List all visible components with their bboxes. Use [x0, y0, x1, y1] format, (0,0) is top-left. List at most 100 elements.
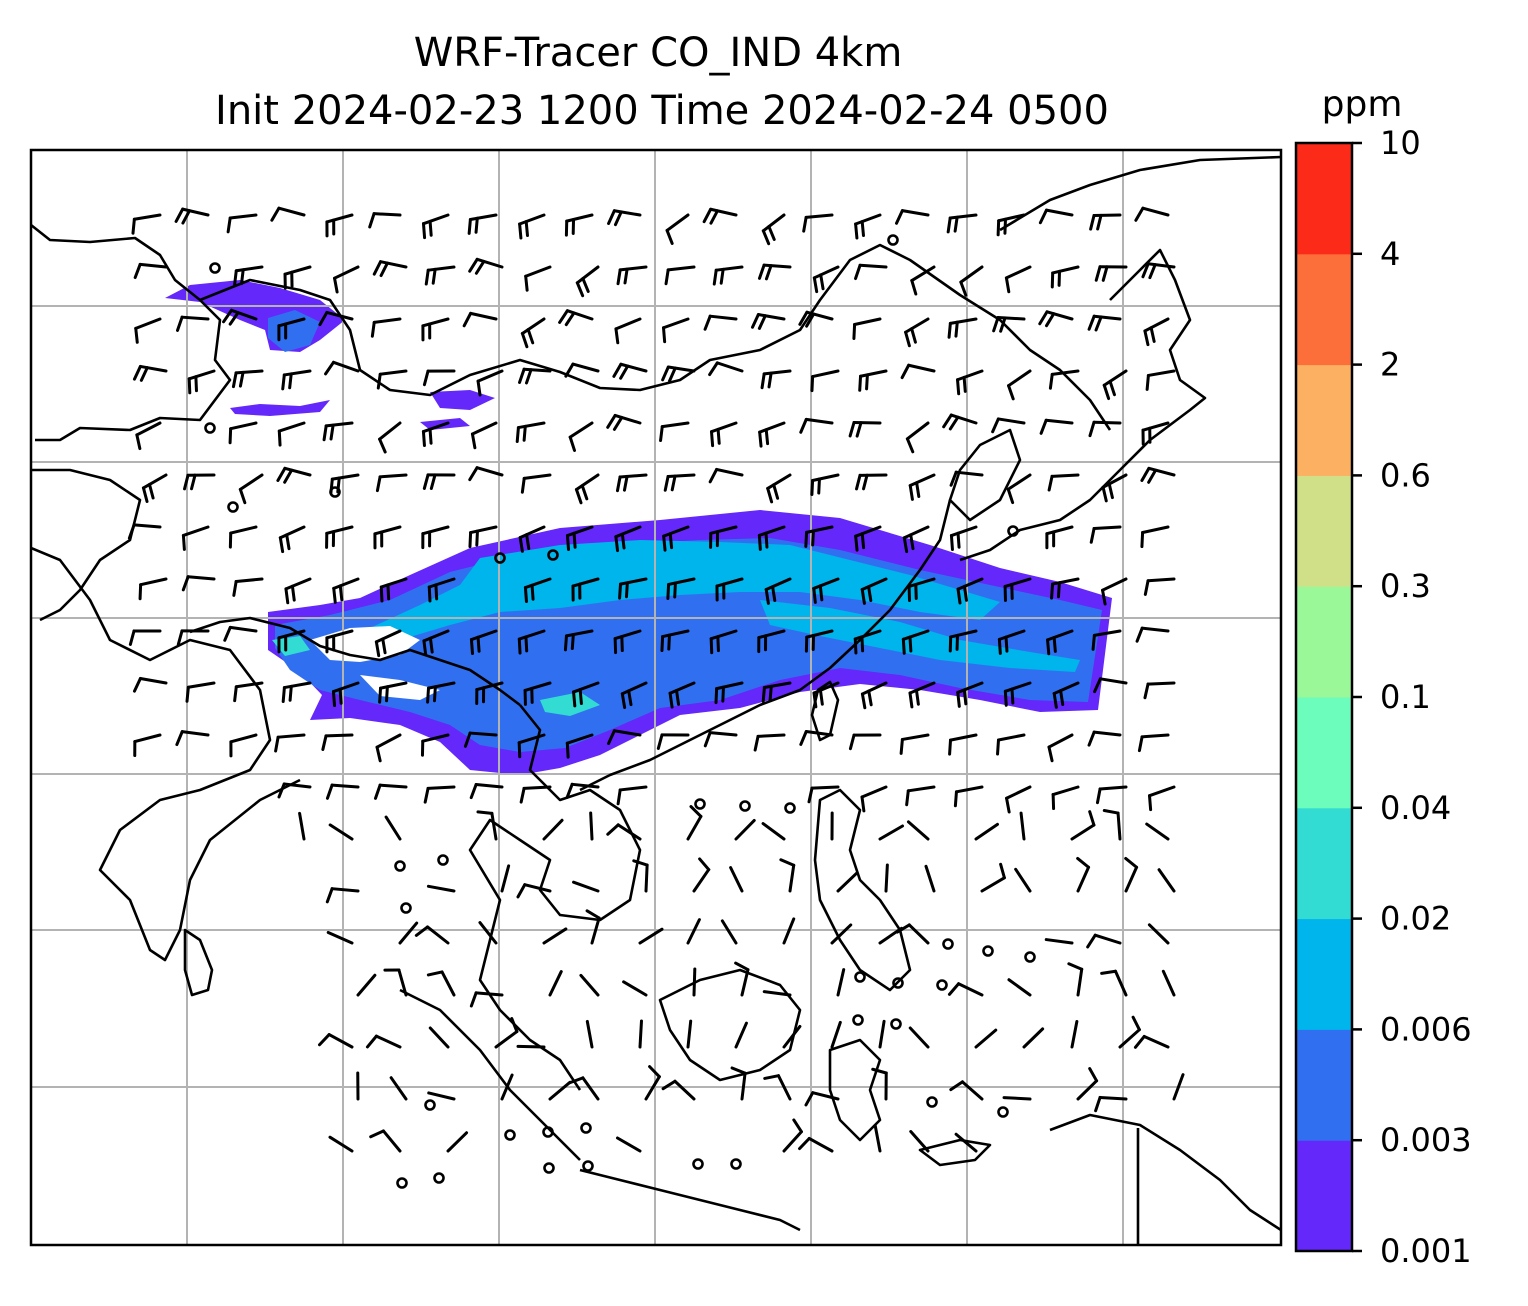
wind-barb	[1019, 811, 1026, 841]
wind-barb	[860, 577, 888, 605]
wind-barb	[1135, 626, 1170, 643]
wind-barb	[708, 467, 744, 484]
colorbar-tick-label: 0.1	[1380, 678, 1431, 716]
wind-barb	[515, 421, 546, 444]
wind-barb	[884, 863, 889, 893]
wind-barb	[585, 1019, 594, 1049]
calm-wind-marker	[542, 1126, 554, 1138]
wind-barb	[1124, 856, 1139, 893]
calm-wind-marker	[400, 902, 412, 914]
coast-pakistan	[31, 468, 142, 622]
wind-barb	[421, 317, 450, 342]
wind-barb	[852, 317, 882, 340]
wind-barb	[1118, 1015, 1141, 1049]
wind-barb	[233, 265, 264, 287]
wind-barb	[836, 871, 859, 893]
wind-barb	[176, 629, 210, 646]
wind-barb	[132, 364, 168, 382]
wind-barb	[760, 369, 792, 390]
wind-barb	[1102, 369, 1128, 401]
wind-barb	[766, 473, 792, 504]
wind-barb	[761, 681, 792, 703]
wind-barb	[1076, 1067, 1099, 1101]
coast-northwest	[31, 223, 232, 442]
wind-barb	[524, 265, 552, 292]
wind-barb	[328, 1135, 354, 1153]
wind-barb	[281, 681, 312, 703]
plume-band-0.001-wisps	[230, 390, 495, 430]
wind-barb	[378, 681, 408, 704]
wind-barb	[757, 263, 792, 281]
wind-barb	[906, 820, 930, 841]
wind-barb	[907, 577, 936, 602]
coast-java	[579, 1168, 801, 1232]
wind-barb	[854, 213, 882, 240]
coast-himalaya-border	[189, 616, 521, 707]
wind-barb	[996, 213, 1026, 237]
wind-barb	[949, 470, 984, 487]
wind-barb	[709, 421, 738, 448]
wind-barb	[500, 1073, 514, 1101]
wind-barb	[468, 466, 504, 482]
wind-barb	[422, 369, 456, 387]
wind-barb	[1095, 785, 1128, 805]
calm-wind-marker	[892, 977, 904, 989]
wind-barb	[1051, 785, 1080, 811]
wind-barb	[131, 213, 162, 235]
wind-barb	[422, 473, 456, 490]
wind-barb	[709, 525, 738, 549]
calm-wind-marker	[329, 486, 341, 498]
wind-barb	[423, 785, 456, 804]
wind-barb	[853, 629, 882, 655]
wind-barb	[908, 681, 936, 709]
wind-barb	[779, 858, 796, 893]
wind-barb	[229, 733, 258, 758]
colorbar-band	[1296, 1140, 1352, 1252]
wind-barb	[568, 421, 594, 452]
calm-wind-marker	[396, 1177, 408, 1189]
wind-barb	[1038, 310, 1074, 328]
wind-barb	[127, 523, 162, 540]
wind-barb	[618, 577, 648, 600]
wind-barb	[1102, 808, 1122, 841]
wind-barb	[516, 1044, 546, 1049]
wind-barbs	[127, 206, 1185, 1189]
colorbar-band	[1296, 918, 1352, 1030]
wind-barb	[757, 629, 786, 654]
wind-barb	[542, 818, 564, 841]
calm-wind-marker	[890, 1018, 902, 1030]
wind-barb	[174, 207, 210, 225]
colorbar-tick-label: 10	[1380, 124, 1421, 162]
wind-barb	[519, 785, 552, 804]
wind-barb	[953, 785, 984, 808]
wind-barb	[703, 314, 738, 331]
calm-wind-marker	[852, 1014, 864, 1026]
wind-barb	[1161, 969, 1176, 997]
wind-barb	[322, 421, 354, 442]
wind-barb	[467, 213, 498, 235]
wind-barb	[607, 729, 642, 745]
wind-barb	[734, 1021, 748, 1049]
wind-barb	[873, 1123, 882, 1153]
coast-sri-lanka	[183, 928, 214, 997]
wind-barb	[1147, 923, 1170, 945]
calm-wind-marker	[424, 1099, 436, 1111]
wind-barb	[1093, 677, 1128, 694]
wind-barb	[133, 262, 168, 280]
wind-barb	[1133, 1034, 1170, 1049]
wind-barb	[1143, 577, 1176, 596]
wind-barb	[656, 733, 690, 750]
wind-barb	[1087, 730, 1122, 747]
colorbar-tick-label: 0.001	[1380, 1232, 1472, 1270]
colorbar-bands	[1296, 143, 1352, 1252]
wind-barb	[517, 629, 546, 655]
wind-barb	[798, 1136, 834, 1153]
wind-barb	[900, 363, 936, 380]
wind-barb	[613, 629, 642, 655]
wind-barb	[799, 417, 834, 434]
wind-barb	[520, 473, 552, 494]
wind-barb	[324, 360, 360, 376]
calm-wind-marker	[582, 1160, 594, 1172]
wind-barb	[1003, 681, 1032, 707]
wind-barb	[226, 213, 258, 234]
